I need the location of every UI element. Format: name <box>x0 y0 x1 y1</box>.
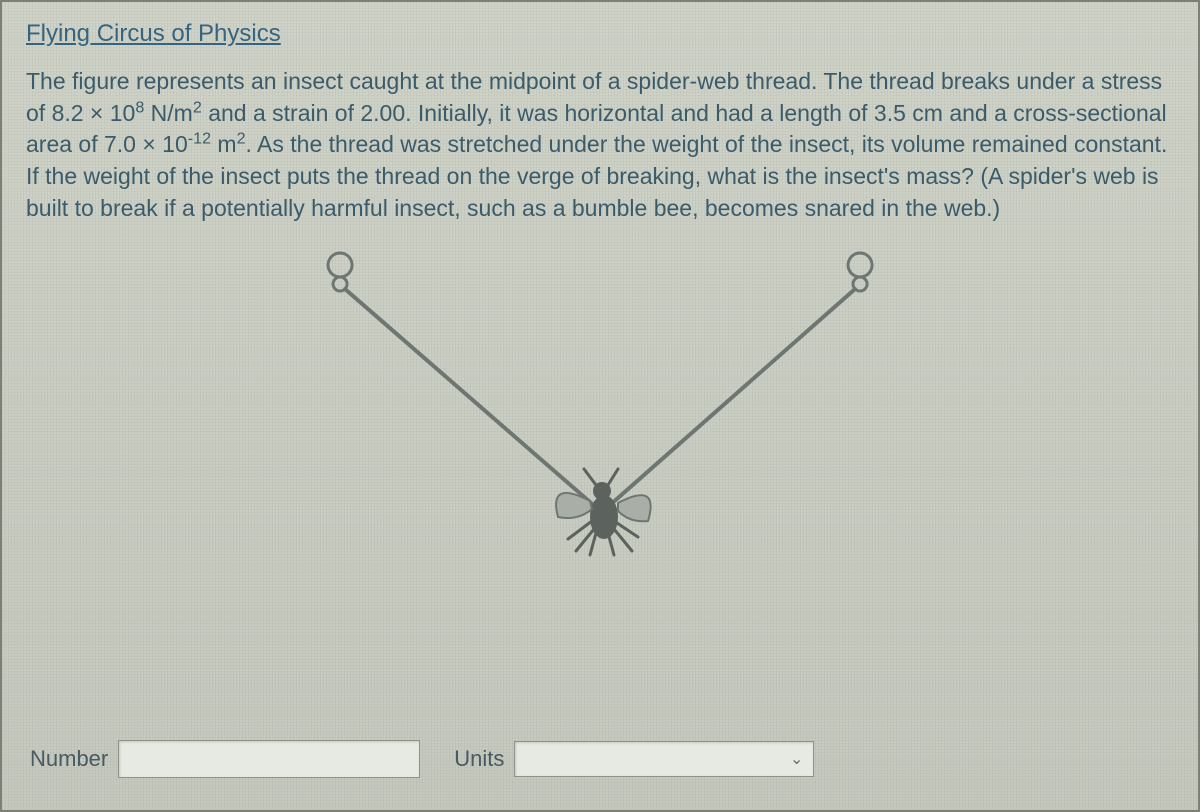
problem-sup-1: 8 <box>135 98 144 116</box>
problem-part-6: m <box>211 131 237 157</box>
problem-sup-7: 2 <box>237 130 246 148</box>
answer-row: Number Units ⌄ <box>30 740 814 778</box>
units-select[interactable]: ⌄ <box>514 741 814 777</box>
figure-wrap <box>26 247 1174 557</box>
spider-thread-diagram <box>280 247 920 557</box>
anchor-left-icon <box>328 253 352 291</box>
problem-part-2: N/m <box>144 100 193 126</box>
problem-sup-3: 2 <box>193 98 202 116</box>
question-panel: Flying Circus of Physics The figure repr… <box>0 0 1200 812</box>
figure <box>280 247 920 557</box>
thread-left <box>345 289 598 509</box>
number-label: Number <box>30 746 108 772</box>
problem-sup-5: -12 <box>188 130 211 148</box>
chevron-down-icon: ⌄ <box>790 749 803 769</box>
problem-text: The figure represents an insect caught a… <box>26 66 1174 225</box>
units-label: Units <box>454 746 504 772</box>
thread-right <box>610 289 855 505</box>
number-input[interactable] <box>118 740 420 778</box>
flying-circus-link[interactable]: Flying Circus of Physics <box>26 20 281 47</box>
anchor-right-icon <box>848 253 872 291</box>
